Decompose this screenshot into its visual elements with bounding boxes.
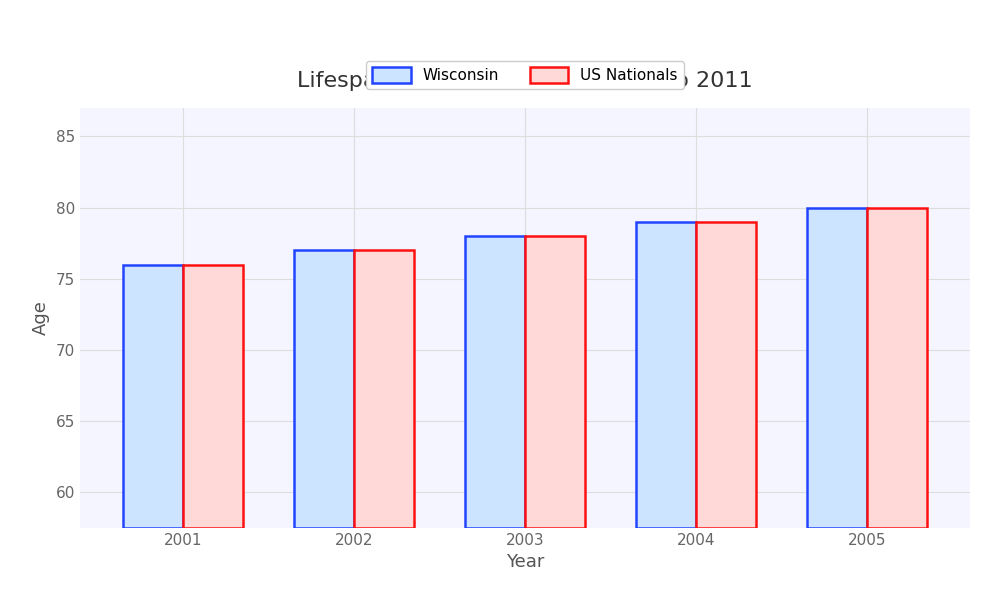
Legend: Wisconsin, US Nationals: Wisconsin, US Nationals <box>366 61 684 89</box>
X-axis label: Year: Year <box>506 553 544 571</box>
Bar <box>183 265 243 528</box>
Bar <box>123 265 183 528</box>
Bar <box>807 208 867 528</box>
Y-axis label: Age: Age <box>32 301 50 335</box>
Bar <box>696 222 756 528</box>
Bar <box>294 250 354 528</box>
Bar <box>867 208 927 528</box>
Bar <box>354 250 414 528</box>
Bar <box>636 222 696 528</box>
Title: Lifespan in Wisconsin from 1970 to 2011: Lifespan in Wisconsin from 1970 to 2011 <box>297 71 753 91</box>
Bar <box>465 236 525 528</box>
Bar <box>525 236 585 528</box>
